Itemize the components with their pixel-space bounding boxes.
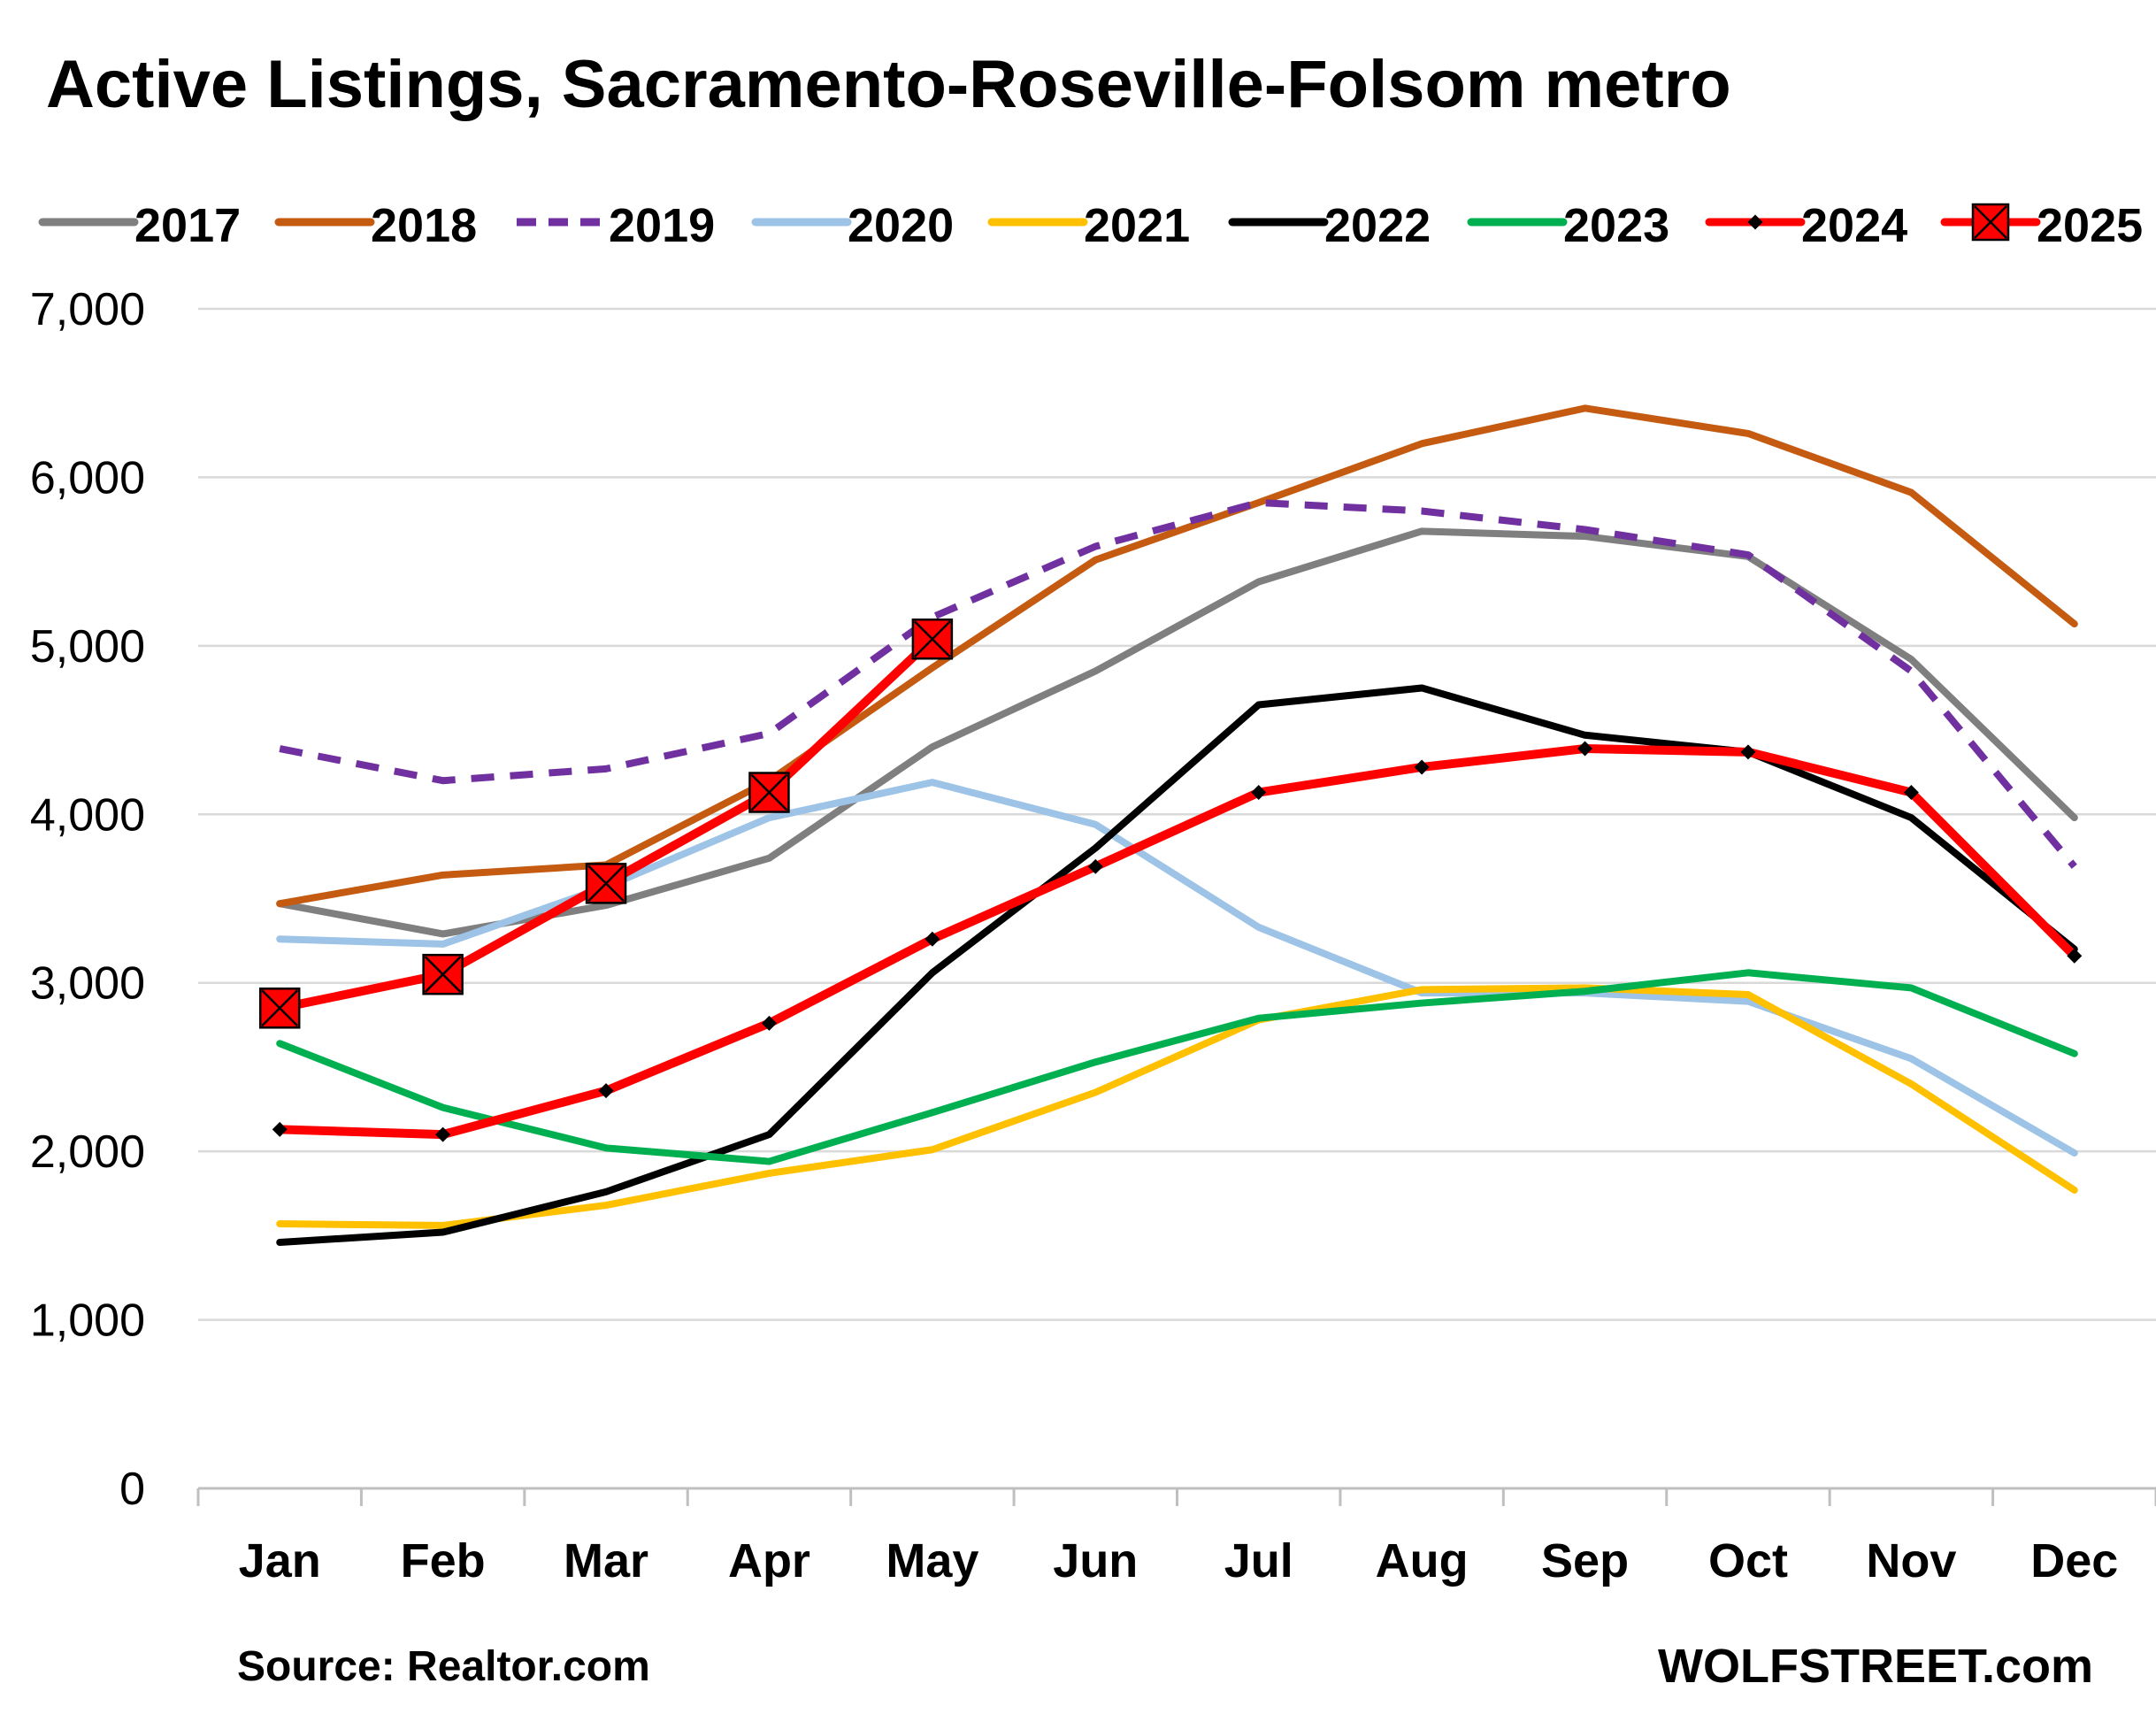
y-tick-label: 7,000 — [30, 284, 145, 335]
x-tick-label: Jan — [239, 1534, 321, 1587]
point-2024 — [925, 931, 940, 947]
series-line-2020 — [276, 779, 2078, 1157]
series-line-2024 — [275, 744, 2079, 1140]
point-2024 — [2067, 948, 2083, 964]
point-2025 — [911, 618, 954, 660]
legend-item-2017: 2017 — [35, 191, 241, 253]
y-tick-label: 0 — [119, 1464, 145, 1515]
point-2024 — [1251, 785, 1267, 801]
legend-swatch — [274, 218, 375, 227]
x-tick-label: Apr — [728, 1534, 810, 1587]
legend-item-2019: 2019 — [510, 191, 715, 253]
y-tick-label: 5,000 — [30, 621, 145, 673]
x-axis: Jan Feb Mar Apr May Jun Jul Aug Sep Oct Nov Dec — [196, 1487, 2156, 1587]
point-2024 — [272, 1121, 288, 1137]
legend-swatch — [517, 218, 609, 227]
legend-swatch — [1467, 218, 1568, 227]
point-2024 — [1414, 759, 1430, 775]
legend-swatch — [1940, 203, 2041, 242]
x-tick-label: Mar — [564, 1534, 648, 1587]
x-tick-label: Nov — [1866, 1534, 1956, 1587]
x-tick-label: Jun — [1053, 1534, 1138, 1587]
series-line-2023 — [276, 969, 2078, 1165]
x-tick-label: Aug — [1376, 1534, 1469, 1587]
x-tick-label: Feb — [401, 1534, 486, 1587]
brand-note: WOLFSTREET.com — [1658, 1640, 2094, 1693]
y-tick-label: 1,000 — [30, 1295, 145, 1347]
point-2024 — [1577, 741, 1593, 757]
series-line-2019 — [279, 498, 2077, 869]
legend-label: 2021 — [1084, 199, 1191, 252]
x-tick-label: Dec — [2030, 1534, 2118, 1587]
legend-item-2018: 2018 — [272, 191, 477, 253]
series-line-2025 — [275, 634, 937, 1013]
legend-label: 2017 — [134, 199, 242, 252]
legend-item-2021: 2021 — [985, 191, 1190, 253]
source-note: Source: Realtor.com — [237, 1643, 650, 1690]
y-tick-label: 3,000 — [30, 958, 145, 1010]
legend-item-2024: 2024 — [1702, 191, 1907, 253]
x-tick-label: Jul — [1224, 1534, 1293, 1587]
y-tick-label: 4,000 — [30, 789, 145, 841]
chart-title: Active Listings, Sacramento-Roseville-Fo… — [46, 47, 1731, 122]
legend-label: 2024 — [1801, 199, 1908, 252]
point-2024 — [1903, 785, 1919, 801]
legend-swatch — [987, 218, 1088, 227]
x-tick-label: May — [886, 1534, 978, 1587]
legend-label: 2020 — [848, 199, 955, 252]
y-tick-label: 2,000 — [30, 1126, 145, 1178]
series-group — [258, 404, 2083, 1246]
chart-legend: 2017 2018 2019 2020 2021 2022 2023 2024 2025 — [0, 0, 2156, 265]
point-2024 — [1740, 744, 1756, 760]
legend-item-2020: 2020 — [748, 191, 954, 253]
point-2025 — [422, 953, 464, 995]
legend-label: 2023 — [1563, 199, 1670, 252]
legend-label: 2025 — [2037, 199, 2144, 252]
point-2025 — [748, 772, 790, 813]
legend-item-2025: 2025 — [1937, 191, 2143, 253]
legend-label: 2022 — [1324, 199, 1431, 252]
legend-swatch — [751, 218, 852, 227]
point-2024 — [1087, 858, 1103, 874]
legend-item-2022: 2022 — [1225, 191, 1431, 253]
legend-label: 2018 — [371, 199, 478, 252]
point-2025 — [258, 988, 301, 1029]
legend-swatch — [1705, 214, 1806, 230]
grid: 0 1,000 2,000 3,000 4,000 5,000 6,000 7,000 — [30, 284, 2156, 1515]
x-tick-label: Sep — [1541, 1534, 1629, 1587]
legend-item-2023: 2023 — [1464, 191, 1669, 253]
point-2025 — [585, 863, 627, 904]
legend-swatch — [38, 218, 139, 227]
x-tick-label: Oct — [1708, 1534, 1788, 1587]
point-2024 — [598, 1083, 614, 1099]
legend-label: 2019 — [609, 199, 716, 252]
point-2024 — [761, 1015, 777, 1031]
y-tick-label: 6,000 — [30, 452, 145, 503]
legend-swatch — [1228, 218, 1329, 227]
series-line-2021 — [276, 984, 2078, 1229]
series-line-2018 — [276, 404, 2078, 908]
